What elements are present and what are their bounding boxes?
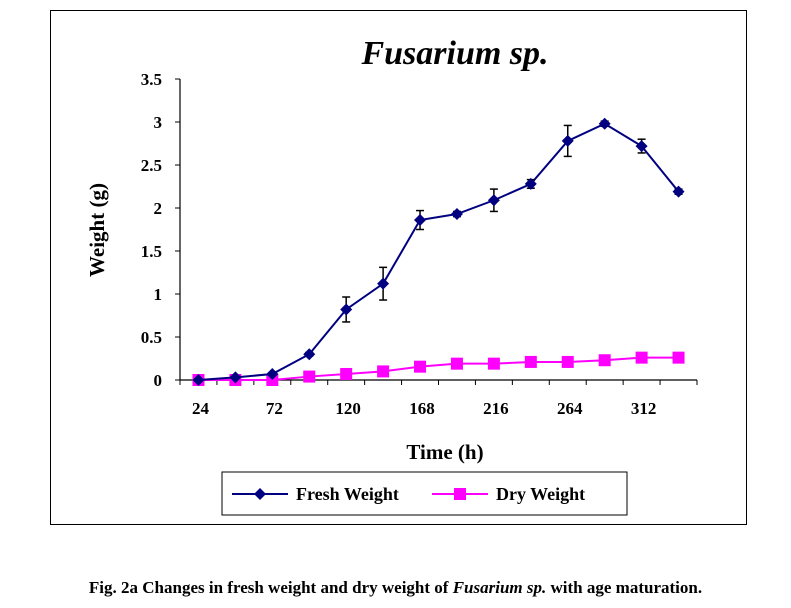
fresh-weight-point	[340, 303, 353, 316]
fresh-weight-point	[635, 140, 648, 153]
dry-weight-point	[487, 357, 500, 370]
fresh-weight-point	[561, 134, 574, 147]
dry-weight-point	[561, 355, 574, 368]
legend-label-dry-weight: Dry Weight	[496, 484, 585, 504]
y-tick-label: 0.5	[141, 328, 162, 347]
chart-title: Fusarium sp.	[360, 35, 548, 72]
dry-weight-point	[303, 370, 316, 383]
fresh-weight-point	[377, 277, 390, 290]
dry-weight-point	[414, 360, 427, 373]
dry-weight-point	[450, 357, 463, 370]
dry-weight-point	[377, 365, 390, 378]
dry-weight-line	[198, 356, 679, 381]
legend-marker-fresh-weight	[254, 488, 266, 500]
fresh-weight-point	[598, 117, 611, 130]
caption-prefix: Fig. 2a Changes in fresh weight and dry …	[88, 578, 453, 597]
legend-marker-dry-weight	[454, 488, 466, 500]
chart-frame	[50, 10, 747, 525]
dry-weight-point	[635, 351, 648, 364]
x-tick-label: 264	[557, 399, 583, 418]
dry-weight-point	[266, 374, 279, 386]
fresh-weight-point	[414, 214, 427, 227]
figure-caption: Fig. 2a Changes in fresh weight and dry …	[0, 578, 791, 598]
fresh-weight-point	[672, 185, 685, 198]
fresh-weight-point	[450, 208, 463, 221]
y-tick-label: 1.5	[141, 242, 162, 261]
caption-suffix: with age maturation.	[546, 578, 703, 597]
fresh-weight-line	[198, 122, 680, 381]
chart: Fusarium sp. 0 0.5 1 1.5 2 2.5 3 3.5 24 72 120 168 21…	[85, 35, 698, 516]
fresh-weight-point	[303, 348, 316, 361]
dry-weight-point	[598, 354, 611, 367]
fresh-weight-point	[229, 371, 242, 384]
dry-weight-point	[340, 367, 353, 380]
fresh-weight-point	[524, 177, 537, 190]
y-tick-label: 3	[154, 113, 163, 132]
x-tick-label: 312	[631, 399, 657, 418]
legend-label-fresh-weight: Fresh Weight	[296, 484, 399, 504]
y-tick-label: 0	[154, 371, 163, 390]
x-tick-label: 120	[335, 399, 361, 418]
y-tick-label: 3.5	[141, 70, 162, 89]
y-tick-label: 2	[154, 199, 163, 218]
dry-weight-point	[672, 351, 685, 364]
x-tick-label: 24	[192, 399, 210, 418]
x-tick-label: 216	[483, 399, 509, 418]
fresh-weight-point	[192, 374, 205, 386]
caption-italic: Fusarium sp.	[452, 578, 547, 597]
fresh-weight-point	[487, 194, 500, 207]
legend	[221, 471, 628, 516]
x-axis-label: Time (h)	[406, 440, 483, 464]
dry-weight-point	[524, 355, 537, 368]
fresh-weight-point	[266, 367, 279, 380]
y-tick-label: 2.5	[141, 156, 162, 175]
x-tick-label: 168	[409, 399, 435, 418]
y-axis-label: Weight (g)	[85, 183, 109, 277]
x-tick-label: 72	[266, 399, 283, 418]
y-tick-label: 1	[154, 285, 163, 304]
